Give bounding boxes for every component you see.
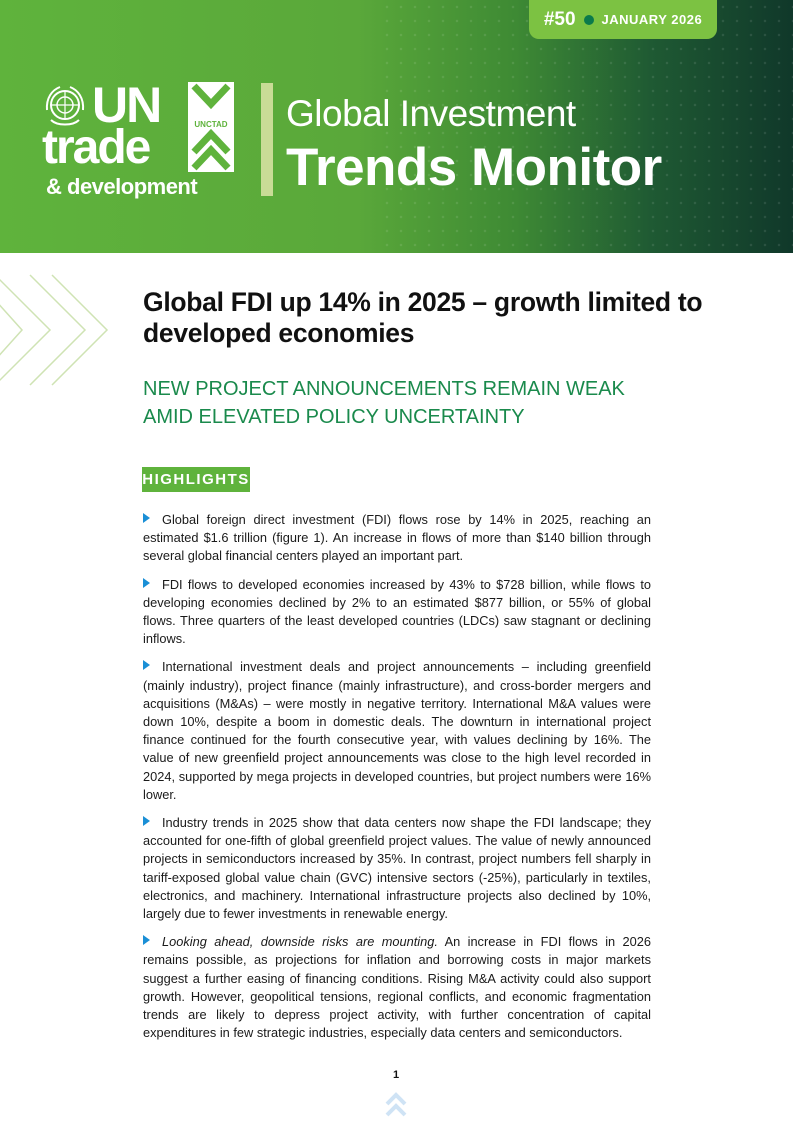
highlights-label: HIGHLIGHTS	[142, 467, 250, 492]
publication-title-line1: Global Investment	[286, 93, 576, 134]
subheadline-line2: AMID ELEVATED POLICY UNCERTAINTY	[143, 406, 525, 428]
decorative-chevrons-icon	[0, 274, 109, 386]
title-accent-bar	[261, 83, 273, 196]
dot-separator-icon	[583, 14, 594, 25]
highlight-text: Industry trends in 2025 show that data c…	[143, 815, 651, 922]
issue-badge: #50 JANUARY 2026	[529, 0, 717, 39]
highlight-text: FDI flows to developed economies increas…	[143, 576, 651, 647]
bullet-triangle-icon	[143, 577, 150, 588]
un-trade-development-logo: UN trade & development UNCTAD	[42, 77, 242, 207]
highlight-lead-text: Looking ahead, downside risks are mounti…	[162, 934, 438, 950]
bullet-triangle-icon	[143, 660, 150, 671]
highlight-text: International investment deals and proje…	[143, 659, 651, 802]
header-banner: #50 JANUARY 2026 UN trade & development …	[0, 0, 793, 253]
market-chart-background	[380, 0, 793, 253]
svg-text:UNCTAD: UNCTAD	[194, 120, 227, 129]
logo-un-text: UN	[92, 77, 162, 133]
bullet-triangle-icon	[143, 513, 150, 523]
logo-development-text: & development	[46, 174, 198, 199]
highlight-item: Industry trends in 2025 show that data c…	[143, 814, 651, 923]
subheadline: NEW PROJECT ANNOUNCEMENTS REMAIN WEAK AM…	[143, 375, 743, 431]
issue-number: #50	[543, 8, 576, 30]
highlight-item: International investment deals and proje…	[143, 658, 651, 804]
headline: Global FDI up 14% in 2025 – growth limit…	[143, 287, 703, 348]
highlight-text: An increase in FDI flows in 2026 remains…	[143, 934, 651, 1041]
footer-chevron-icon	[385, 1092, 407, 1117]
publication-title-line2: Trends Monitor	[286, 138, 662, 197]
subheadline-line1: NEW PROJECT ANNOUNCEMENTS REMAIN WEAK	[143, 378, 625, 400]
bullet-triangle-icon	[143, 935, 150, 946]
un-emblem-icon	[45, 86, 85, 126]
highlight-item: Global foreign direct investment (FDI) f…	[143, 511, 651, 566]
highlights-list: Global foreign direct investment (FDI) f…	[143, 511, 651, 1052]
page-number: 1	[392, 1069, 400, 1081]
highlight-item: FDI flows to developed economies increas…	[143, 576, 651, 649]
highlight-item: Looking ahead, downside risks are mounti…	[143, 933, 651, 1042]
issue-date: JANUARY 2026	[601, 12, 703, 27]
logo-trade-text: trade	[42, 121, 151, 174]
bullet-triangle-icon	[143, 816, 150, 827]
unctad-mark-icon: UNCTAD	[188, 82, 234, 172]
highlight-text: Global foreign direct investment (FDI) f…	[143, 512, 651, 564]
